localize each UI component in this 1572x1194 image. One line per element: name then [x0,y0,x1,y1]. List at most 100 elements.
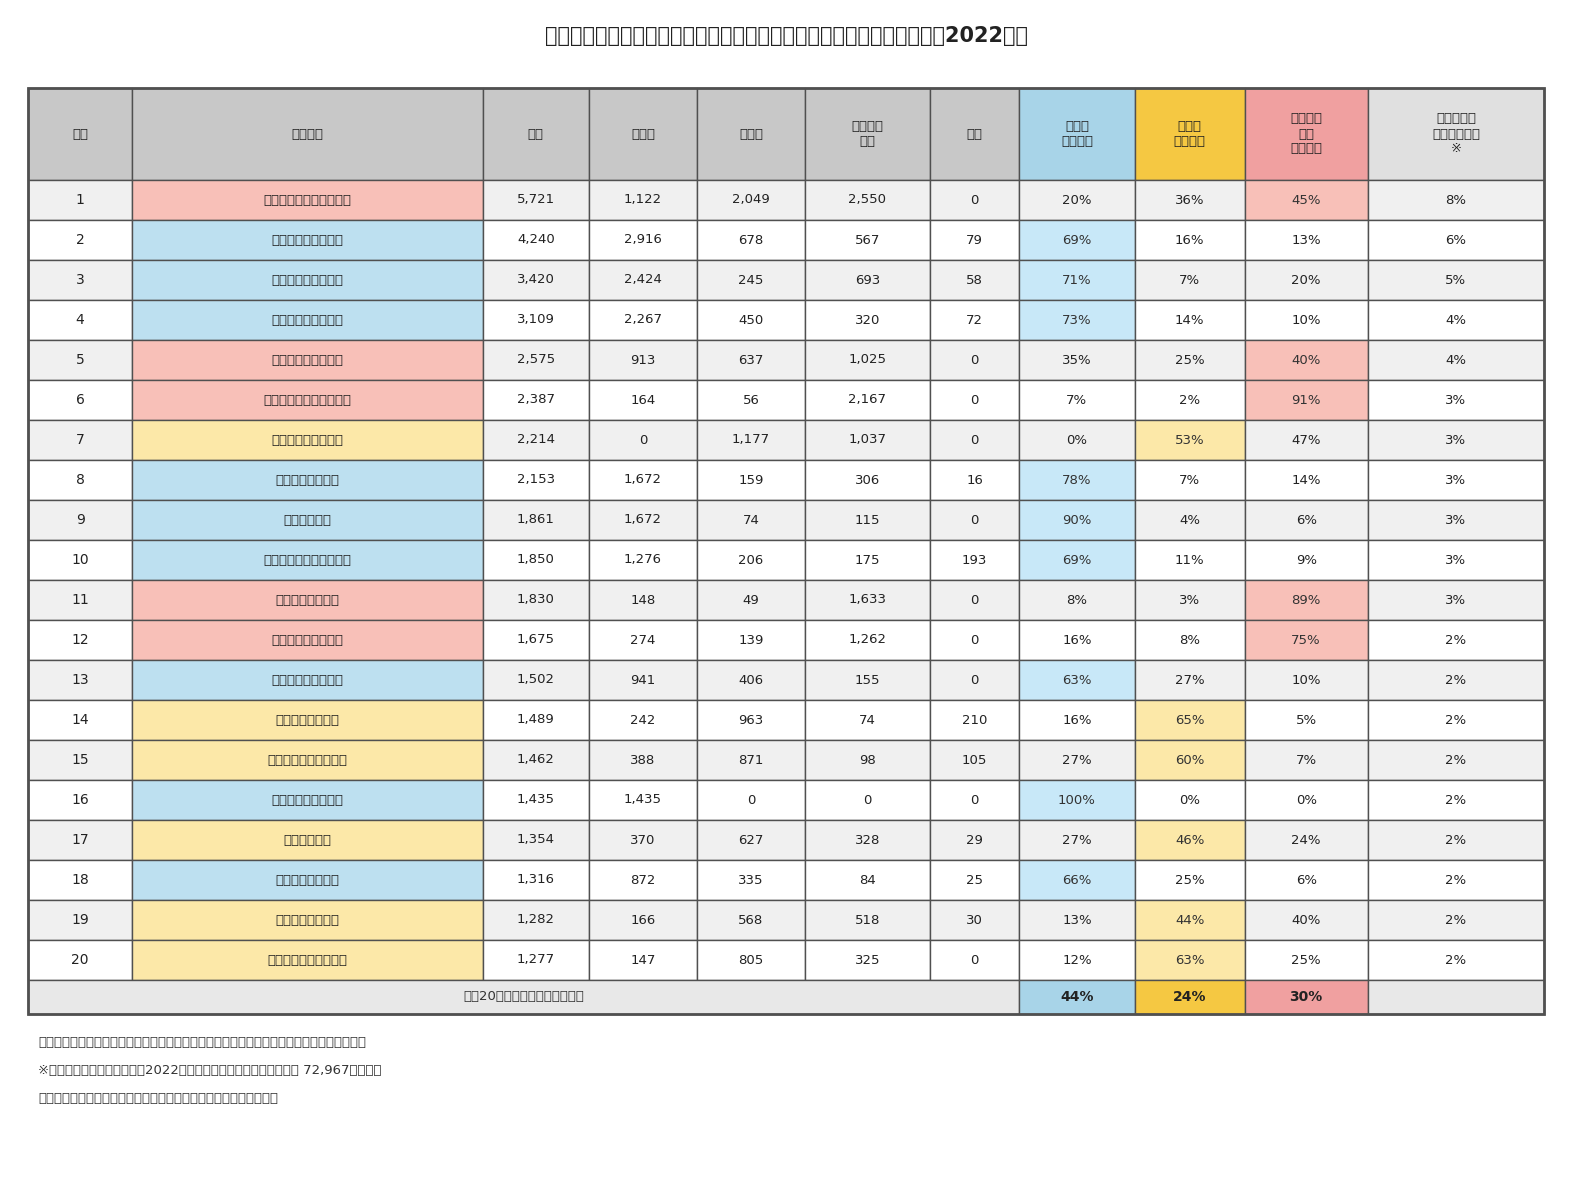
Text: 1,276: 1,276 [624,554,662,566]
Bar [1135,220,1245,260]
Bar [1135,860,1245,900]
Bar [1368,700,1544,740]
Text: 568: 568 [739,913,764,927]
Text: 7: 7 [75,433,85,447]
Text: 1,672: 1,672 [624,513,662,527]
Bar [132,180,483,220]
Bar [931,380,1019,420]
Text: 35%: 35% [1063,353,1091,367]
Bar [1368,460,1544,500]
Text: 47%: 47% [1292,433,1320,447]
Bar [1245,980,1368,1014]
Text: 0: 0 [970,593,979,607]
Text: 2,267: 2,267 [624,314,662,326]
Text: 29: 29 [967,833,982,847]
Text: 4%: 4% [1179,513,1199,527]
Bar [805,700,931,740]
Text: 46%: 46% [1174,833,1204,847]
Text: 115: 115 [855,513,880,527]
Bar [696,700,805,740]
Text: 25%: 25% [1174,874,1204,886]
Text: 871: 871 [739,753,764,767]
Bar [1368,660,1544,700]
Text: 1,435: 1,435 [517,794,555,806]
Text: 野村不動産グループ: 野村不動産グループ [272,234,344,246]
Bar [1245,220,1368,260]
Text: 27%: 27% [1063,833,1091,847]
Bar [805,820,931,860]
Text: その他の
圏域: その他の 圏域 [852,121,883,148]
Bar [805,540,931,580]
Text: タカラレーベングループ: タカラレーベングループ [264,394,352,406]
Bar [590,940,696,980]
Bar [590,88,696,180]
Bar [696,820,805,860]
Text: 東京建物グループ: 東京建物グループ [275,874,340,886]
Text: 3: 3 [75,273,85,287]
Bar [483,820,590,860]
Text: 7%: 7% [1295,753,1317,767]
Text: 阪急阪神東宝グループ: 阪急阪神東宝グループ [267,753,347,767]
Text: 大和ハウスグループ: 大和ハウスグループ [272,353,344,367]
Bar [1245,500,1368,540]
Bar [696,340,805,380]
Bar [1245,580,1368,620]
Text: 0: 0 [970,794,979,806]
Bar [590,740,696,780]
Text: 0: 0 [638,433,648,447]
Bar [696,540,805,580]
Text: 147: 147 [630,954,656,966]
Text: 2: 2 [75,233,85,247]
Bar [28,580,132,620]
Text: 25: 25 [967,874,982,886]
Text: 2,575: 2,575 [517,353,555,367]
Text: 79: 79 [967,234,982,246]
Text: 東急不動産グループ: 東急不動産グループ [272,673,344,687]
Bar [805,340,931,380]
Text: 58: 58 [967,273,982,287]
Text: 上位20社の各圏域での供給割合: 上位20社の各圏域での供給割合 [464,991,583,1003]
Text: 2%: 2% [1445,714,1467,726]
Bar [28,540,132,580]
Bar [483,220,590,260]
Text: 27%: 27% [1174,673,1204,687]
Text: 2,424: 2,424 [624,273,662,287]
Bar [590,380,696,420]
Bar [28,940,132,980]
Text: 0: 0 [970,634,979,646]
Bar [28,900,132,940]
Bar [1019,500,1135,540]
Text: 45%: 45% [1292,193,1320,207]
Text: 4: 4 [75,313,85,327]
Bar [931,780,1019,820]
Bar [696,620,805,660]
Bar [1019,780,1135,820]
Text: 4,240: 4,240 [517,234,555,246]
Bar [28,820,132,860]
Text: 18: 18 [71,873,90,887]
Text: 図表８　新築マンションの供給戸数ランキングと各圏域での供給割合（2022年）: 図表８ 新築マンションの供給戸数ランキングと各圏域での供給割合（2022年） [544,26,1028,47]
Text: 2%: 2% [1445,634,1467,646]
Bar [483,900,590,940]
Bar [805,620,931,660]
Text: 住友不動産グループ: 住友不動産グループ [272,314,344,326]
Bar [1019,620,1135,660]
Bar [28,420,132,460]
Bar [132,300,483,340]
Text: 三菱地所グループ: 三菱地所グループ [275,474,340,486]
Bar [590,900,696,940]
Text: 91%: 91% [1292,394,1320,406]
Bar [590,780,696,820]
Bar [1019,740,1135,780]
Text: 6%: 6% [1295,874,1317,886]
Text: 日鉄興和不動産グループ: 日鉄興和不動産グループ [264,554,352,566]
Text: 90%: 90% [1063,513,1091,527]
Bar [1245,420,1368,460]
Text: 335: 335 [739,874,764,886]
Bar [28,700,132,740]
Text: 74: 74 [858,714,876,726]
Text: 1,462: 1,462 [517,753,555,767]
Bar [1368,88,1544,180]
Text: 24%: 24% [1173,990,1206,1004]
Text: 25%: 25% [1291,954,1320,966]
